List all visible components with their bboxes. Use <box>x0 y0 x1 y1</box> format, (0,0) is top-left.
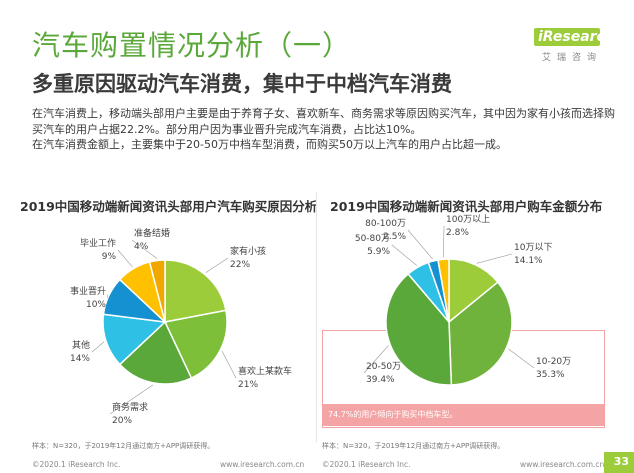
callout-text: 74.7%的用户倾向于购买中档车型。 <box>328 410 458 419</box>
pie-slice-1-1 <box>448 281 513 386</box>
slice-value-1-1: 35.3% <box>536 370 565 380</box>
iresearch-logo: iResearch 艾瑞咨询 <box>534 28 615 70</box>
footer-url-right: www.iresearch.com.cn <box>520 460 605 469</box>
slice-value-0-2: 20% <box>112 416 132 426</box>
leader-line-0-6 <box>131 239 158 259</box>
chart-divider <box>316 192 317 442</box>
sample-note-right: 样本：N=320，于2019年12月通过南方+APP调研获得。 <box>322 442 505 450</box>
slice-value-0-5: 9% <box>102 252 117 262</box>
leader-line-0-1 <box>221 350 237 379</box>
page-title: 汽车购置情况分析（一） <box>32 29 352 62</box>
leader-line-1-0 <box>476 253 513 264</box>
pie-slice-1-0 <box>448 258 499 324</box>
slice-label-1-5: 100万以上 <box>446 214 490 225</box>
pie-slice-1-5 <box>437 258 450 323</box>
sample-note-left: 样本：N=320，于2019年12月通过南方+APP调研获得。 <box>32 442 215 450</box>
slice-value-0-4: 10% <box>86 300 106 310</box>
slice-label-0-4: 事业晋升 <box>70 285 106 297</box>
slice-label-1-1: 10-20万 <box>536 357 571 367</box>
leader-line-1-1 <box>508 348 535 369</box>
leader-line-1-5 <box>442 225 445 258</box>
slice-value-0-1: 21% <box>238 380 258 390</box>
summary-line-1: 在汽车消费上，移动端头部用户主要是由于养育子女、喜欢新车、商务需求等原因购买汽车… <box>32 107 615 120</box>
chart-left-title: 2019中国移动端新闻资讯头部用户汽车购买原因分析 <box>20 199 318 214</box>
pie-slice-1-2 <box>385 272 453 386</box>
leader-line-0-2 <box>109 384 154 415</box>
leader-line-1-3 <box>391 244 417 266</box>
footer-copyright-left: ©2020.1 iResearch Inc. <box>32 460 121 469</box>
leader-line-1-4 <box>407 229 433 260</box>
slice-value-1-4: 2.5% <box>383 232 406 242</box>
logo-text: iResearch <box>538 29 615 45</box>
leader-line-0-5 <box>117 249 133 268</box>
page-subtitle: 多重原因驱动汽车消费，集中于中档汽车消费 <box>32 72 452 96</box>
slice-value-0-6: 4% <box>134 242 149 252</box>
leader-line-1-2 <box>363 345 389 374</box>
page-number: 33 <box>613 455 629 468</box>
pie-slice-0-0 <box>164 259 227 323</box>
slice-label-1-3: 50-80万 <box>355 234 390 244</box>
pie-slice-0-2 <box>118 320 193 385</box>
summary-line-2: 买汽车的用户占据22.2%。部分用户因为事业晋升完成汽车消费，占比达10%。 <box>32 122 422 136</box>
pie-chart-right: 10万以下 14.1% 10-20万 35.3% 20-50万 39.4% 50-80万 5.… <box>355 214 571 386</box>
slice-label-1-4: 80-100万 <box>365 219 406 229</box>
slice-label-1-0: 10万以下 <box>514 243 552 253</box>
pie-chart-left: 家有小孩 22% 喜欢上某款车 21% 商务需求 20% 其他 14% 事业晋升 10% 毕业工作 9… <box>70 227 292 426</box>
slice-label-1-2: 20-50万 <box>366 362 401 372</box>
summary-paragraph: 在汽车消费上，移动端头部用户主要是由于养育子女、喜欢新车、商务需求等原因购买汽车… <box>32 106 615 153</box>
slice-value-0-0: 22% <box>230 260 250 270</box>
page-number-badge: 33 <box>604 452 634 473</box>
logo-cn-text: 艾瑞咨询 <box>542 53 603 63</box>
slice-value-1-3: 5.9% <box>367 247 390 257</box>
leader-line-0-3 <box>91 341 105 353</box>
slice-label-0-0: 家有小孩 <box>230 245 266 257</box>
logo-bar <box>534 28 600 46</box>
slice-label-0-2: 商务需求 <box>112 401 148 413</box>
summary-line-3: 在汽车消费金额上，主要集中于20-50万中档车型消费，而购买50万以上汽车的用户… <box>32 138 507 151</box>
slice-value-0-3: 14% <box>70 354 90 364</box>
slice-label-0-6: 准备结婚 <box>134 227 170 239</box>
leader-line-0-0 <box>205 257 229 273</box>
pie-slice-0-1 <box>163 309 228 380</box>
slice-value-1-2: 39.4% <box>366 375 395 385</box>
slice-label-0-3: 其他 <box>72 339 90 351</box>
pie-slice-0-6 <box>148 259 166 323</box>
leader-line-0-4 <box>106 294 109 299</box>
slice-value-1-0: 14.1% <box>514 256 543 266</box>
slice-label-0-5: 毕业工作 <box>80 237 116 249</box>
chart-right-title: 2019中国移动端新闻资讯头部用户购车金额分布 <box>330 199 603 214</box>
callout-box: 74.7%的用户倾向于购买中档车型。 <box>322 404 605 426</box>
slice-value-1-5: 2.8% <box>446 228 469 238</box>
footer-url-left: www.iresearch.com.cn <box>220 460 305 469</box>
pie-slice-0-3 <box>102 313 167 366</box>
slice-label-0-1: 喜欢上某款车 <box>238 365 292 377</box>
footer-copyright-right: ©2020.1 iResearch Inc. <box>322 460 411 469</box>
